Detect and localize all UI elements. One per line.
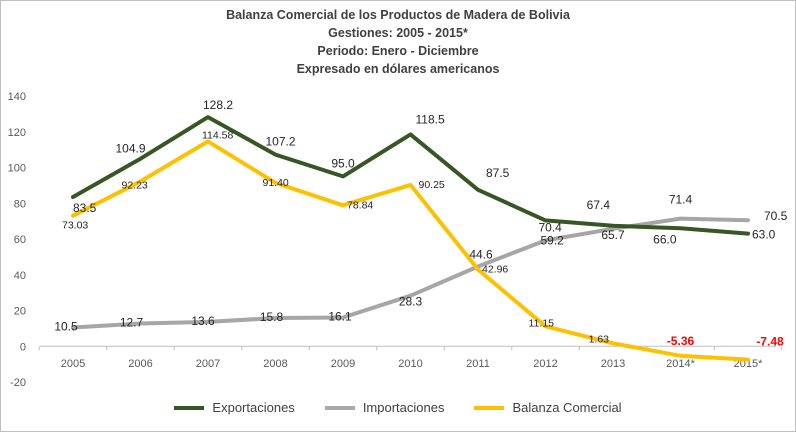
- importaciones-data-label: 10.5: [54, 319, 78, 333]
- y-tick-label: 140: [8, 91, 26, 103]
- importaciones-line: [71, 216, 750, 330]
- balanza-comercial-data-label: 90.25: [419, 179, 445, 191]
- legend-label-exportaciones: Exportaciones: [212, 400, 295, 415]
- balanza-comercial-data-label: 1.63: [589, 333, 610, 345]
- balanza-comercial-data-label: 114.58: [202, 129, 233, 141]
- balanza-comercial-data-label: -7.48: [756, 335, 784, 349]
- legend-swatch-importaciones: [324, 405, 355, 410]
- axes: 140 120 100 80 60 40 20 0 -20 2005 2006 2007 2008 200…: [8, 91, 783, 389]
- legend-label-importaciones: Importaciones: [362, 400, 445, 415]
- balanza-comercial-data-label: -5.36: [667, 334, 695, 348]
- balanza-comercial-line: [71, 139, 750, 362]
- x-tick-label: 2006: [128, 358, 152, 370]
- importaciones-data-label: 12.7: [120, 316, 144, 330]
- exportaciones-data-label: 70.4: [539, 220, 563, 234]
- exportaciones-data-label: 104.9: [115, 142, 145, 156]
- importaciones-data-label: 65.7: [601, 228, 625, 242]
- exportaciones-data-label: 63.0: [752, 228, 776, 242]
- y-tick-label: 20: [14, 306, 26, 318]
- x-tick-label: 2013: [601, 358, 625, 370]
- x-tick-label: 2008: [263, 358, 287, 370]
- exportaciones-data-label: 67.4: [587, 198, 611, 212]
- x-tick-label: 2005: [61, 358, 85, 370]
- x-tick-label: 2011: [466, 358, 490, 370]
- importaciones-data-label: 15.8: [260, 310, 284, 324]
- importaciones-data-label: 59.2: [541, 233, 565, 247]
- balanza-comercial-data-label: 42.96: [482, 263, 508, 275]
- exportaciones-data-label: 66.0: [653, 232, 677, 246]
- y-tick-label: 120: [8, 127, 26, 139]
- x-tick-label: 2014*: [666, 358, 695, 370]
- balanza-comercial-data-label: 78.84: [347, 199, 373, 211]
- importaciones-data-label: 16.1: [328, 309, 352, 323]
- y-tick-label: 100: [8, 163, 26, 175]
- balanza-comercial-data-label: 11.15: [529, 317, 555, 329]
- y-tick-label: 60: [14, 234, 26, 246]
- exportaciones-data-label: 95.0: [331, 156, 355, 170]
- legend-item-exportaciones: Exportaciones: [174, 400, 295, 415]
- exportaciones-data-label: 118.5: [416, 112, 445, 126]
- y-tick-label: 80: [14, 198, 26, 210]
- exportaciones-line: [71, 115, 750, 236]
- data-labels: 83.5 104.9 128.2 107.2 95.0 118.5 87.5 70.4 67.4…: [54, 98, 787, 349]
- legend: Exportaciones Importaciones Balanza Come…: [0, 400, 796, 415]
- x-tick-label: 2012: [533, 358, 557, 370]
- balanza-comercial-data-label: 73.03: [62, 220, 88, 232]
- y-tick-label: 0: [20, 341, 26, 353]
- chart-title: Balanza Comercial de los Productos de Ma…: [226, 8, 570, 22]
- legend-item-balanza-comercial: Balanza Comercial: [474, 400, 622, 415]
- balanza-comercial-data-label: 92.23: [122, 179, 148, 191]
- exportaciones-data-label: 128.2: [203, 98, 233, 112]
- balanza-comercial-data-label: 91.40: [263, 177, 289, 189]
- x-tick-label: 2007: [196, 358, 220, 370]
- y-tick-label: 40: [14, 270, 26, 282]
- exportaciones-data-label: 83.5: [73, 201, 97, 215]
- chart-subtitle-period-years: Gestiones: 2005 - 2015*: [328, 26, 468, 40]
- importaciones-data-label: 44.6: [469, 248, 493, 262]
- importaciones-data-label: 13.6: [191, 314, 215, 328]
- legend-swatch-balanza-comercial: [474, 405, 505, 410]
- legend-item-importaciones: Importaciones: [324, 400, 445, 415]
- series-lines: [71, 115, 750, 362]
- importaciones-data-label: 28.3: [399, 295, 423, 309]
- chart-title-block: Balanza Comercial de los Productos de Ma…: [0, 6, 796, 78]
- exportaciones-data-label: 87.5: [486, 166, 510, 180]
- importaciones-data-label: 70.5: [764, 209, 788, 223]
- legend-swatch-exportaciones: [174, 405, 205, 410]
- importaciones-data-label: 71.4: [669, 193, 693, 207]
- y-tick-label: -20: [10, 377, 26, 389]
- exportaciones-data-label: 107.2: [266, 135, 296, 149]
- x-tick-label: 2009: [331, 358, 355, 370]
- x-tick-label: 2010: [398, 358, 422, 370]
- chart-subtitle-units: Expresado en dólares americanos: [296, 62, 500, 76]
- legend-label-balanza-comercial: Balanza Comercial: [512, 400, 622, 415]
- chart-subtitle-period-months: Periodo: Enero - Diciembre: [317, 44, 479, 58]
